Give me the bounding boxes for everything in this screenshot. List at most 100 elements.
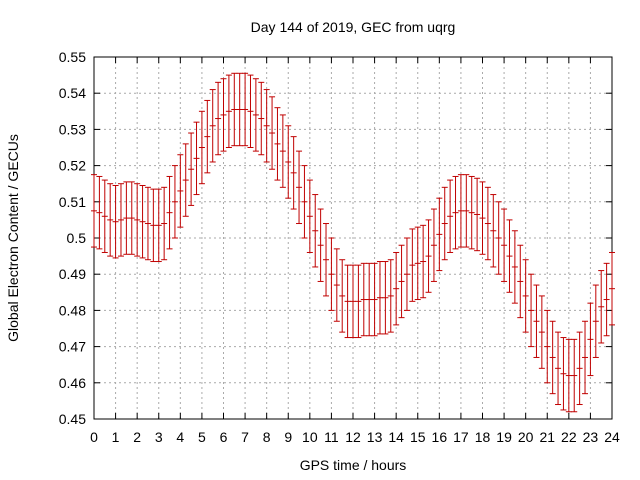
y-tick-label: 0.54 — [59, 85, 86, 101]
data-point — [387, 259, 394, 333]
data-point — [220, 78, 227, 152]
data-point — [582, 320, 589, 395]
data-point — [107, 183, 114, 257]
data-point — [215, 81, 222, 156]
data-point — [420, 224, 427, 299]
data-point — [333, 248, 340, 322]
x-tick-label: 17 — [453, 429, 469, 445]
data-point — [409, 228, 416, 302]
data-point — [528, 273, 535, 348]
data-point — [522, 259, 529, 333]
data-point — [123, 181, 130, 255]
x-tick-label: 2 — [133, 429, 141, 445]
data-point — [344, 264, 351, 339]
x-tick-label: 11 — [324, 429, 339, 445]
x-axis-label: GPS time / hours — [300, 457, 407, 473]
data-point — [474, 177, 481, 252]
y-tick-label: 0.47 — [59, 339, 86, 355]
data-point — [517, 244, 524, 319]
x-tick-label: 4 — [176, 429, 184, 445]
x-tick-label: 8 — [263, 429, 271, 445]
data-point — [565, 338, 572, 413]
data-point — [447, 179, 454, 253]
data-point — [441, 186, 448, 261]
data-point — [231, 72, 238, 147]
x-tick-label: 20 — [518, 429, 534, 445]
data-point — [355, 264, 362, 339]
data-point — [501, 208, 508, 282]
data-point — [452, 175, 459, 250]
y-tick-label: 0.52 — [59, 158, 86, 174]
y-tick-label: 0.5 — [67, 230, 87, 246]
data-point — [360, 262, 367, 337]
data-point — [188, 132, 195, 206]
y-tick-label: 0.55 — [59, 49, 86, 65]
data-point — [414, 226, 421, 301]
data-point — [403, 237, 410, 311]
y-tick-label: 0.48 — [59, 302, 86, 318]
x-tick-label: 10 — [302, 429, 318, 445]
data-point — [479, 181, 486, 255]
data-point — [193, 121, 200, 196]
data-point — [306, 179, 313, 253]
data-point — [398, 244, 405, 319]
x-tick-label: 23 — [583, 429, 599, 445]
data-point — [236, 72, 243, 147]
data-point — [549, 320, 556, 395]
data-point — [209, 89, 216, 163]
data-point — [155, 188, 162, 263]
data-point — [269, 96, 276, 170]
x-tick-label: 0 — [90, 429, 98, 445]
data-point — [166, 175, 173, 250]
data-point — [598, 270, 605, 344]
y-tick-label: 0.45 — [59, 411, 86, 427]
data-point — [296, 150, 303, 225]
data-point — [592, 284, 599, 358]
x-tick-label: 5 — [198, 429, 206, 445]
data-point — [134, 183, 141, 257]
data-point — [495, 201, 502, 275]
x-tick-label: 12 — [345, 429, 361, 445]
data-point — [171, 165, 178, 239]
x-tick-label: 7 — [241, 429, 249, 445]
data-point — [576, 331, 583, 406]
data-point — [96, 175, 103, 250]
data-point — [177, 154, 184, 228]
x-tick-label: 1 — [112, 429, 120, 445]
data-point — [371, 262, 378, 337]
data-point — [112, 185, 119, 259]
x-tick-label: 21 — [539, 429, 555, 445]
data-point — [285, 125, 292, 199]
data-point — [382, 261, 389, 335]
x-tick-label: 22 — [561, 429, 577, 445]
data-point — [339, 259, 346, 333]
x-tick-label: 9 — [284, 429, 292, 445]
y-axis-ticks: 0.45 0.46 0.47 0.48 0.49 0.5 0.51 0.52 0.53 0.54 0… — [59, 49, 612, 427]
x-tick-label: 14 — [388, 429, 404, 445]
y-tick-label: 0.46 — [59, 375, 86, 391]
data-point — [366, 262, 373, 337]
data-point — [328, 237, 335, 311]
data-point — [225, 74, 232, 148]
data-point — [544, 309, 551, 384]
data-point — [506, 219, 513, 293]
data-point — [484, 186, 491, 261]
x-tick-label: 19 — [496, 429, 512, 445]
data-point — [279, 114, 286, 188]
data-point — [263, 89, 270, 163]
data-point — [317, 208, 324, 282]
data-point — [161, 186, 168, 261]
series-gec — [91, 72, 615, 413]
data-point — [457, 174, 464, 248]
data-point — [533, 284, 540, 358]
data-point — [91, 174, 97, 248]
data-point — [571, 338, 578, 413]
y-tick-label: 0.51 — [59, 194, 86, 210]
data-point — [436, 197, 443, 272]
data-point — [117, 183, 124, 257]
x-tick-label: 18 — [475, 429, 491, 445]
data-point — [242, 72, 249, 147]
data-point — [144, 186, 151, 261]
data-point — [555, 331, 562, 406]
